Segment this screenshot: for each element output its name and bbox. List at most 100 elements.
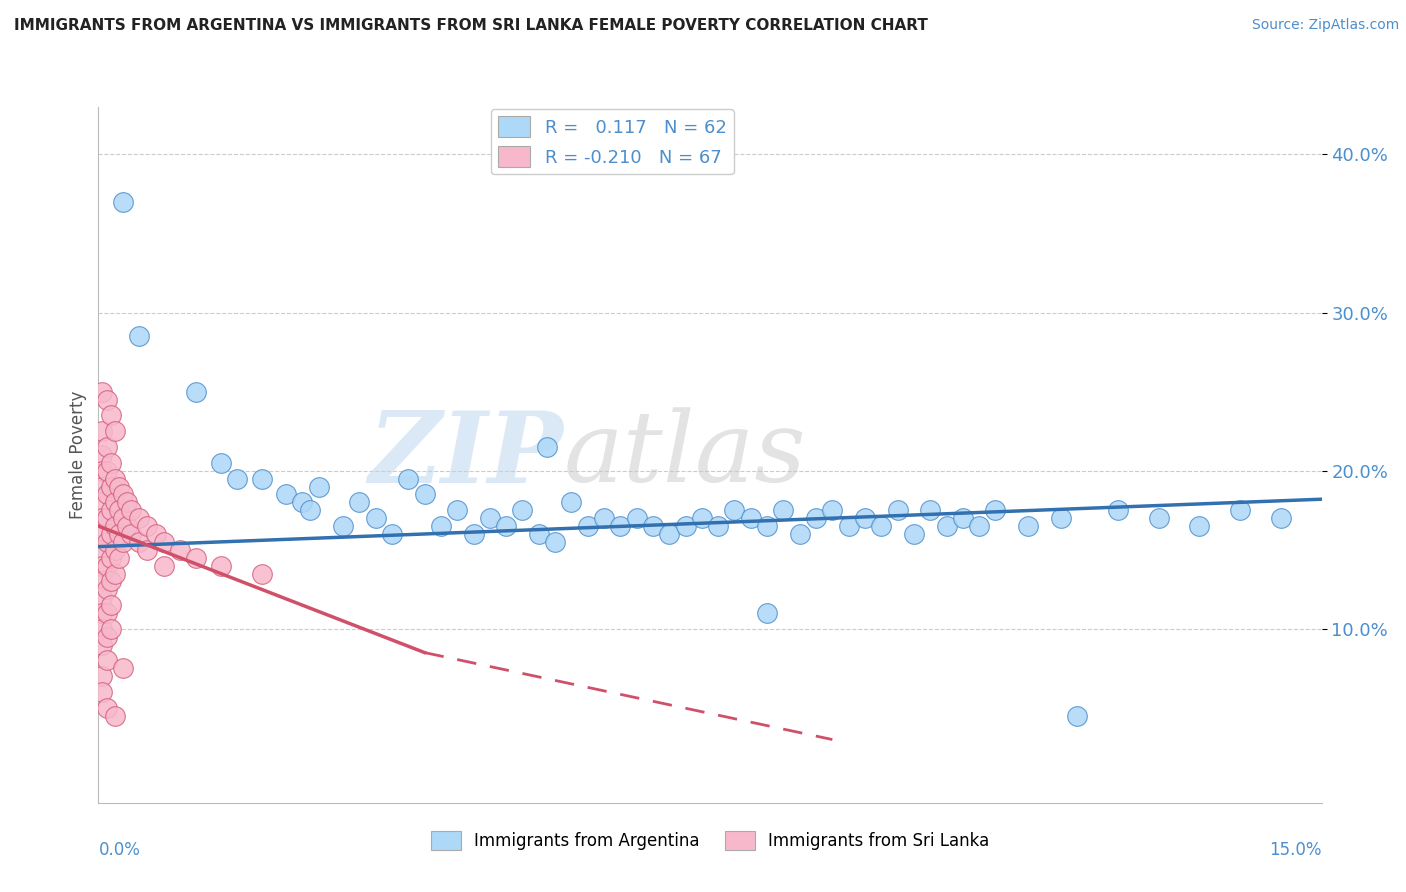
Point <box>413 487 436 501</box>
Legend: Immigrants from Argentina, Immigrants from Sri Lanka: Immigrants from Argentina, Immigrants fr… <box>425 824 995 857</box>
Point <box>96 392 118 407</box>
Point <box>381 527 404 541</box>
Point <box>115 519 138 533</box>
Point <box>136 519 159 533</box>
Text: 0.0%: 0.0% <box>98 841 141 859</box>
Point <box>593 511 616 525</box>
Text: atlas: atlas <box>564 408 806 502</box>
Point <box>91 464 114 478</box>
Point <box>291 495 314 509</box>
Point <box>96 630 118 644</box>
Point <box>952 511 974 525</box>
Point <box>512 503 534 517</box>
Point <box>128 329 150 343</box>
Point <box>96 558 118 573</box>
Point <box>430 519 453 533</box>
Point <box>91 591 114 605</box>
Point <box>91 558 114 573</box>
Point <box>100 574 122 589</box>
Point <box>169 542 191 557</box>
Point <box>91 669 114 683</box>
Point <box>104 495 127 509</box>
Point <box>1066 708 1088 723</box>
Point <box>609 519 631 533</box>
Point <box>1017 519 1039 533</box>
Point <box>111 511 134 525</box>
Point <box>104 708 127 723</box>
Point <box>96 440 118 454</box>
Point <box>967 519 990 533</box>
Point <box>91 424 114 438</box>
Point <box>226 472 249 486</box>
Point <box>364 511 387 525</box>
Y-axis label: Female Poverty: Female Poverty <box>69 391 87 519</box>
Point <box>115 495 138 509</box>
Point <box>1147 511 1170 525</box>
Point <box>772 503 794 517</box>
Point <box>626 511 648 525</box>
Point <box>120 503 142 517</box>
Point <box>96 653 118 667</box>
Point <box>209 456 232 470</box>
Point <box>299 503 322 517</box>
Text: Source: ZipAtlas.com: Source: ZipAtlas.com <box>1251 18 1399 32</box>
Point <box>91 622 114 636</box>
Point <box>560 495 582 509</box>
Point <box>1188 519 1211 533</box>
Point <box>250 472 273 486</box>
Text: ZIP: ZIP <box>368 407 564 503</box>
Point <box>91 574 114 589</box>
Text: IMMIGRANTS FROM ARGENTINA VS IMMIGRANTS FROM SRI LANKA FEMALE POVERTY CORRELATIO: IMMIGRANTS FROM ARGENTINA VS IMMIGRANTS … <box>14 18 928 33</box>
Point <box>690 511 713 525</box>
Point <box>100 479 122 493</box>
Point <box>536 440 558 454</box>
Point <box>108 503 131 517</box>
Point <box>91 384 114 399</box>
Point <box>209 558 232 573</box>
Point <box>100 409 122 423</box>
Point <box>128 511 150 525</box>
Point <box>152 534 174 549</box>
Point <box>576 519 599 533</box>
Point <box>641 519 664 533</box>
Point <box>935 519 957 533</box>
Point <box>821 503 844 517</box>
Point <box>446 503 468 517</box>
Point <box>984 503 1007 517</box>
Point <box>756 519 779 533</box>
Point <box>91 511 114 525</box>
Point <box>91 542 114 557</box>
Point <box>111 534 134 549</box>
Point <box>152 558 174 573</box>
Point <box>658 527 681 541</box>
Point <box>1049 511 1071 525</box>
Point <box>96 534 118 549</box>
Point <box>495 519 517 533</box>
Point <box>1229 503 1251 517</box>
Point <box>96 582 118 597</box>
Point <box>91 527 114 541</box>
Point <box>756 606 779 620</box>
Point <box>100 456 122 470</box>
Point <box>332 519 354 533</box>
Point <box>91 606 114 620</box>
Text: 15.0%: 15.0% <box>1270 841 1322 859</box>
Point <box>838 519 860 533</box>
Point <box>544 534 567 549</box>
Point <box>478 511 501 525</box>
Point <box>527 527 550 541</box>
Point <box>96 606 118 620</box>
Point <box>1107 503 1129 517</box>
Point <box>91 448 114 462</box>
Point <box>920 503 942 517</box>
Point <box>903 527 925 541</box>
Point <box>120 527 142 541</box>
Point <box>111 487 134 501</box>
Point <box>100 622 122 636</box>
Point <box>870 519 893 533</box>
Point <box>853 511 876 525</box>
Point <box>111 661 134 675</box>
Point <box>104 542 127 557</box>
Point <box>396 472 419 486</box>
Point <box>91 638 114 652</box>
